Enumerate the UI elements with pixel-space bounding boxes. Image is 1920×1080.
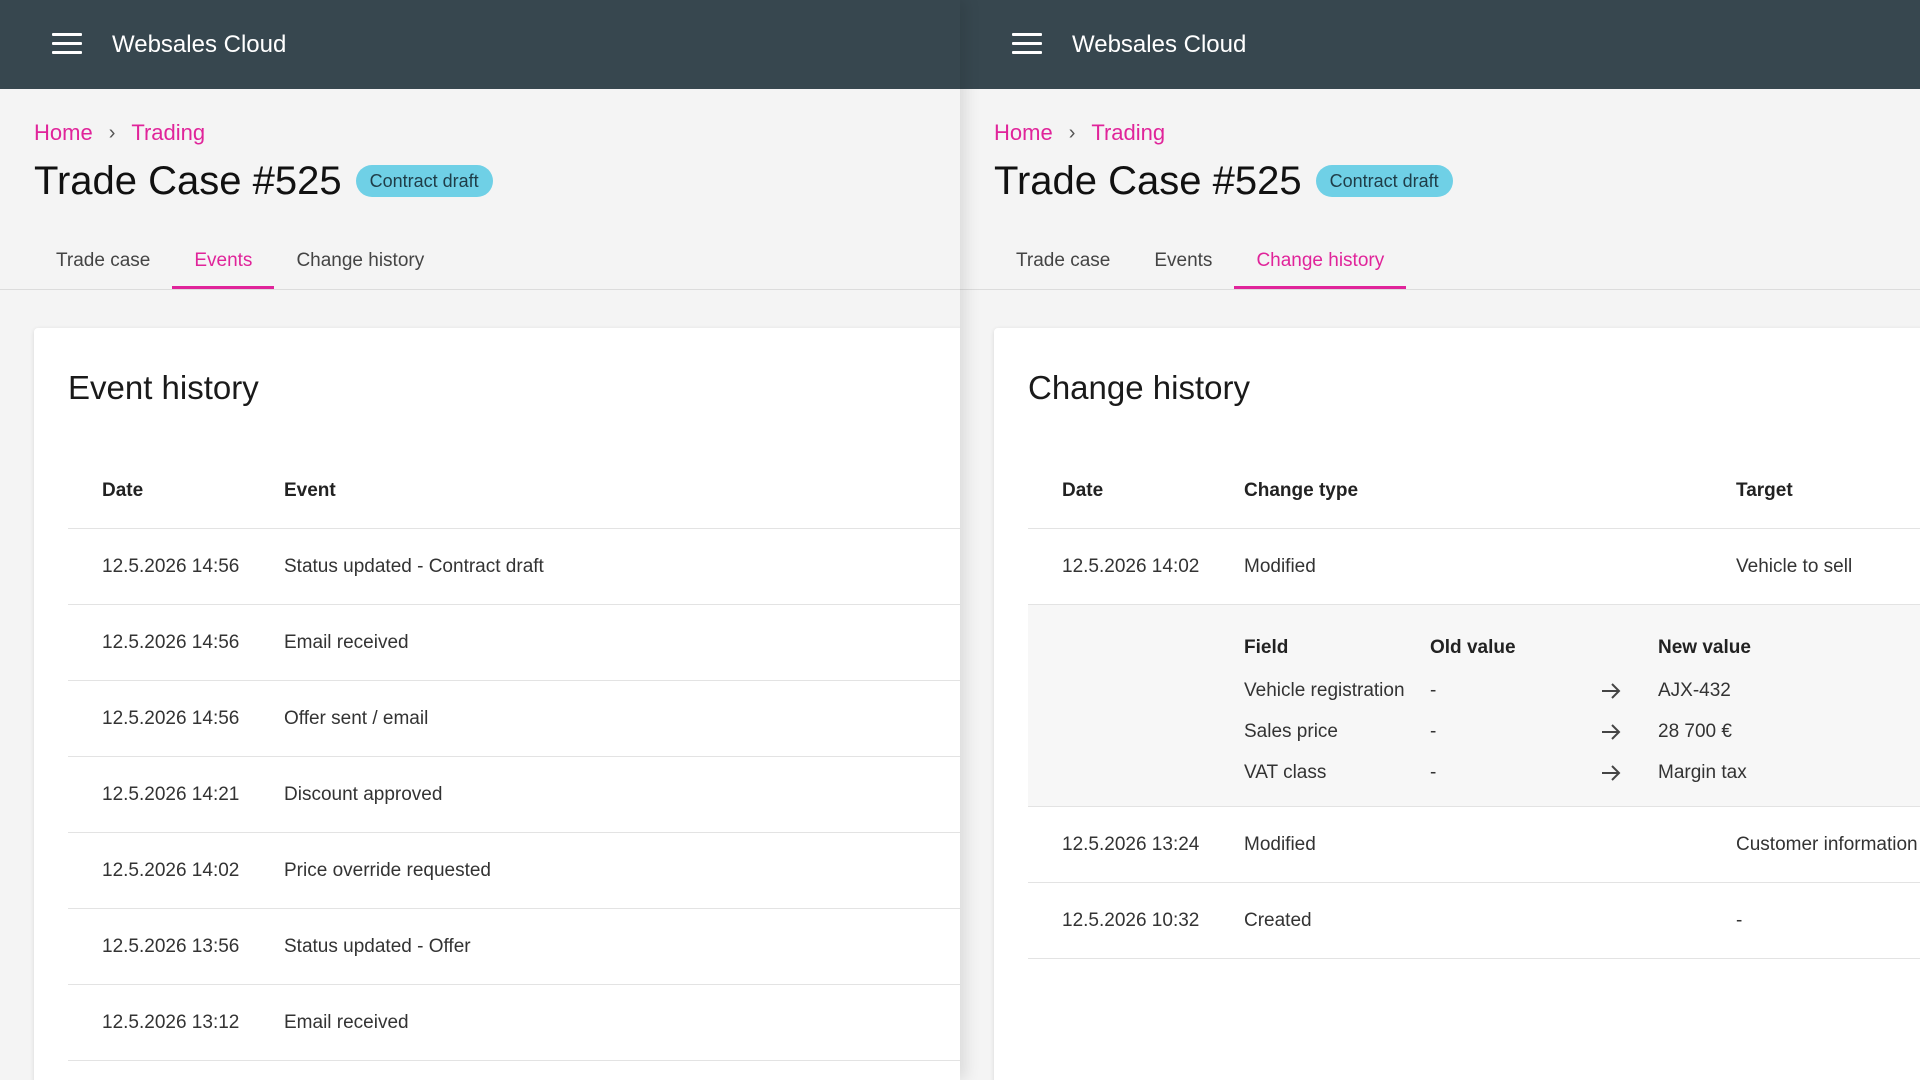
title-row: Trade Case #525 Contract draft (34, 157, 493, 205)
hamburger-icon[interactable] (1012, 33, 1042, 57)
breadcrumb-home[interactable]: Home (994, 120, 1053, 145)
app-title: Websales Cloud (112, 31, 287, 58)
column-header-change-type: Change type (1244, 480, 1359, 501)
change-history-pane: Websales Cloud Home › Trading Trade Case… (960, 0, 1920, 1080)
row-date: 12.5.2026 14:56 (102, 707, 240, 729)
tab-trade-case[interactable]: Trade case (1016, 250, 1111, 271)
chevron-right-icon: › (108, 122, 116, 144)
column-header-date: Date (102, 480, 144, 501)
breadcrumb: Home › Trading (994, 118, 1165, 148)
row-change-type: Modified (1244, 833, 1316, 855)
row-date: 12.5.2026 14:56 (102, 631, 240, 653)
row-event: Offer sent / email (284, 707, 429, 729)
row-event: Status updated - Contract draft (284, 555, 544, 577)
event-history-card: Event history Date Event 12.5.2026 14:56… (34, 328, 960, 1080)
row-change-type: Created (1244, 909, 1312, 931)
app-title: Websales Cloud (1072, 31, 1247, 58)
row-event: Status updated - Offer (284, 935, 471, 957)
tab-change-history[interactable]: Change history (296, 250, 425, 271)
arrow-right-icon (1600, 676, 1622, 716)
column-header-event: Event (284, 480, 336, 501)
breadcrumb-trading[interactable]: Trading (1091, 120, 1166, 145)
details-field: VAT class (1244, 762, 1327, 783)
event-table: Date Event 12.5.2026 14:56 Status update… (68, 454, 960, 1061)
row-event: Discount approved (284, 783, 443, 805)
page-title: Trade Case #525 (34, 159, 342, 203)
row-target: - (1736, 909, 1743, 931)
table-row[interactable]: 12.5.2026 14:02 Price override requested (68, 833, 960, 909)
details-header: Field Old value New value (1028, 633, 1920, 663)
table-row[interactable]: 12.5.2026 14:56 Status updated - Contrac… (68, 529, 960, 605)
details-row: Sales price - 28 700 € (1028, 717, 1920, 747)
arrow-right-icon (1600, 717, 1622, 757)
hamburger-icon[interactable] (52, 33, 82, 57)
table-row[interactable]: 12.5.2026 10:32 Created - (1028, 883, 1920, 959)
tab-trade-case[interactable]: Trade case (56, 250, 151, 271)
events-pane: Websales Cloud Home › Trading Trade Case… (0, 0, 960, 1080)
tab-events[interactable]: Events (1154, 250, 1213, 271)
change-history-card: Change history Date Change type Target 1… (994, 328, 1920, 1080)
row-date: 12.5.2026 14:02 (1062, 555, 1200, 577)
table-row[interactable]: 12.5.2026 14:56 Offer sent / email (68, 681, 960, 757)
row-event: Price override requested (284, 859, 491, 881)
details-header-field: Field (1244, 637, 1289, 658)
breadcrumb-trading[interactable]: Trading (131, 120, 206, 145)
tab-bar: Trade case Events Change history (994, 242, 1407, 289)
title-row: Trade Case #525 Contract draft (994, 157, 1453, 205)
row-date: 12.5.2026 13:12 (102, 1011, 240, 1033)
breadcrumb: Home › Trading (34, 118, 205, 148)
table-row[interactable]: 12.5.2026 13:24 Modified Customer inform… (1028, 807, 1920, 883)
details-row: VAT class - Margin tax (1028, 758, 1920, 788)
tabs-divider (0, 289, 960, 290)
card-title: Event history (68, 369, 259, 406)
tab-bar: Trade case Events Change history (34, 242, 446, 289)
column-header-target: Target (1736, 480, 1793, 501)
row-date: 12.5.2026 10:32 (1062, 909, 1200, 931)
tabs-divider (960, 289, 1920, 290)
details-old-value: - (1430, 721, 1437, 742)
chevron-right-icon: › (1068, 122, 1076, 144)
table-row[interactable]: 12.5.2026 13:12 Email received (68, 985, 960, 1061)
row-date: 12.5.2026 13:24 (1062, 833, 1200, 855)
card-title: Change history (1028, 369, 1250, 406)
page-title: Trade Case #525 (994, 159, 1302, 203)
row-date: 12.5.2026 14:02 (102, 859, 240, 881)
row-date: 12.5.2026 14:21 (102, 783, 240, 805)
app-bar: Websales Cloud (0, 0, 960, 89)
breadcrumb-home[interactable]: Home (34, 120, 93, 145)
row-target: Customer information (1736, 833, 1918, 855)
table-header: Date Change type Target (1028, 454, 1920, 529)
details-old-value: - (1430, 680, 1437, 701)
details-new-value: AJX-432 (1658, 680, 1731, 701)
table-row[interactable]: 12.5.2026 13:56 Status updated - Offer (68, 909, 960, 985)
row-change-type: Modified (1244, 555, 1316, 577)
change-details: Field Old value New value Vehicle regist… (1028, 605, 1920, 807)
row-event: Email received (284, 631, 409, 653)
details-new-value: 28 700 € (1658, 721, 1732, 742)
status-badge: Contract draft (355, 165, 493, 197)
column-header-date: Date (1062, 480, 1104, 501)
row-target: Vehicle to sell (1736, 555, 1853, 577)
details-field: Vehicle registration (1244, 680, 1405, 701)
details-new-value: Margin tax (1658, 762, 1747, 783)
tab-events[interactable]: Events (172, 242, 275, 289)
details-old-value: - (1430, 762, 1437, 783)
details-header-old-value: Old value (1430, 637, 1516, 658)
app-bar: Websales Cloud (960, 0, 1920, 89)
details-row: Vehicle registration - AJX-432 (1028, 676, 1920, 706)
tab-change-history[interactable]: Change history (1234, 242, 1407, 289)
row-date: 12.5.2026 13:56 (102, 935, 240, 957)
table-header: Date Event (68, 454, 960, 529)
table-row[interactable]: 12.5.2026 14:56 Email received (68, 605, 960, 681)
table-row[interactable]: 12.5.2026 14:02 Modified Vehicle to sell (1028, 529, 1920, 605)
row-date: 12.5.2026 14:56 (102, 555, 240, 577)
details-field: Sales price (1244, 721, 1338, 742)
row-event: Email received (284, 1011, 409, 1033)
arrow-right-icon (1600, 758, 1622, 798)
change-table: Date Change type Target 12.5.2026 14:02 … (1028, 454, 1920, 959)
details-header-new-value: New value (1658, 637, 1751, 658)
table-row[interactable]: 12.5.2026 14:21 Discount approved (68, 757, 960, 833)
status-badge: Contract draft (1315, 165, 1453, 197)
